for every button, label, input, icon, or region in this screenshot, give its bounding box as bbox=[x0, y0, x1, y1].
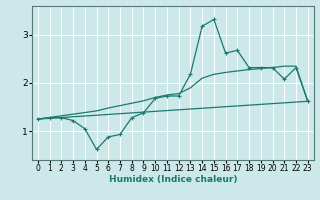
X-axis label: Humidex (Indice chaleur): Humidex (Indice chaleur) bbox=[108, 175, 237, 184]
